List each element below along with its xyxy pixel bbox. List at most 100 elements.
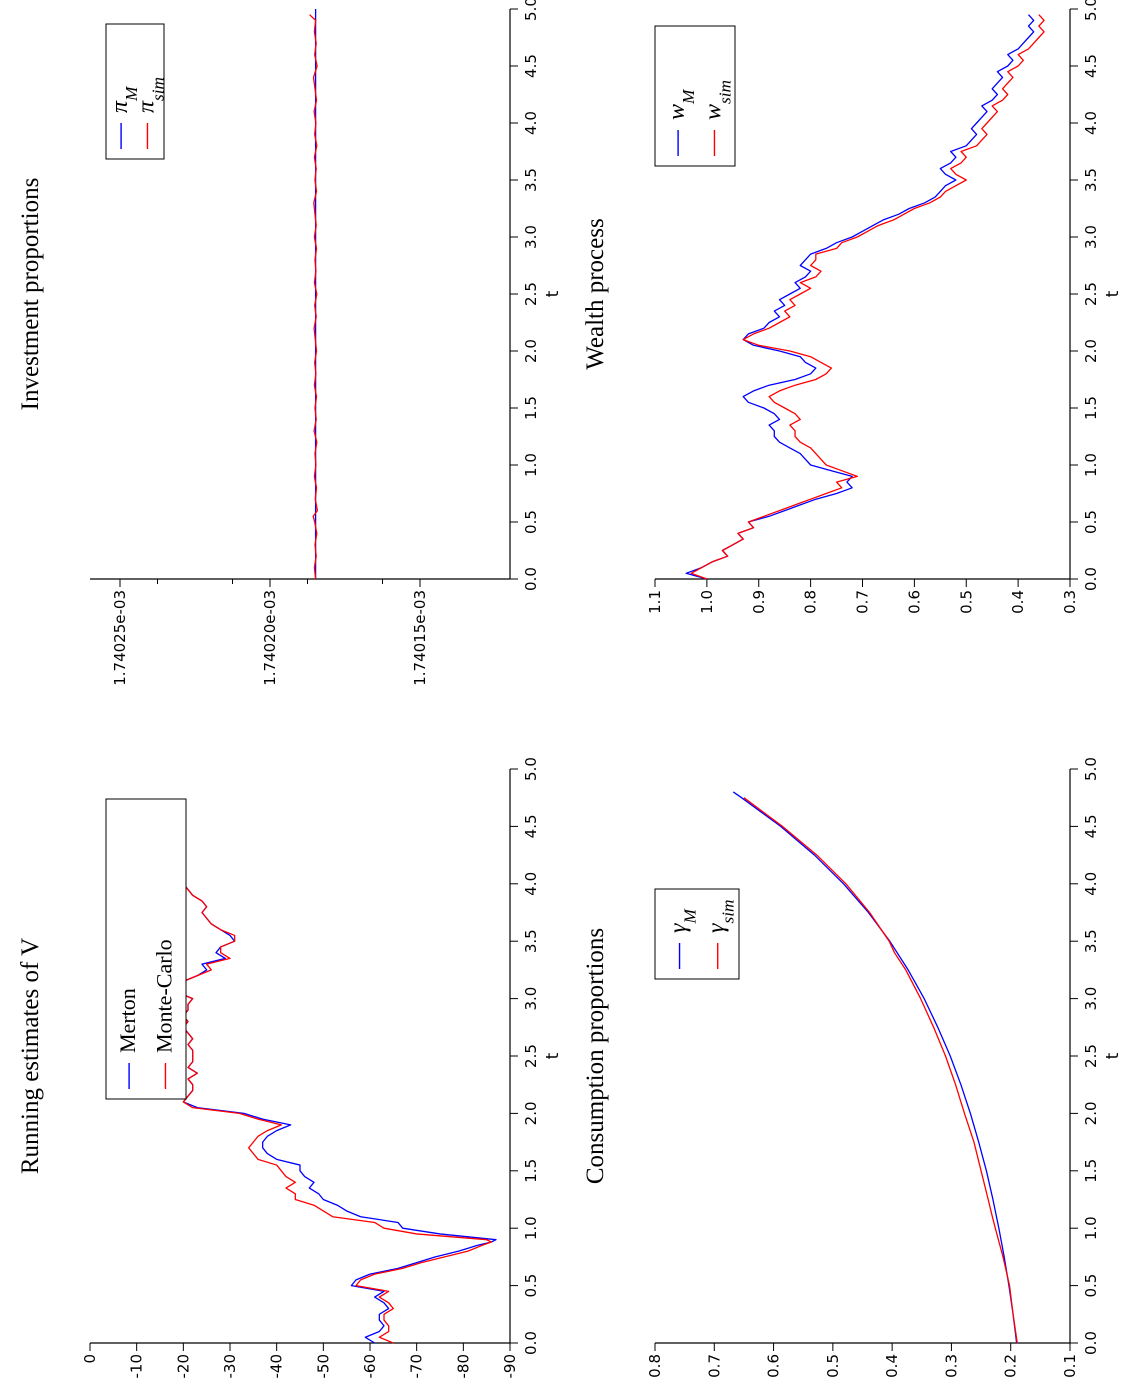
y-tick-label: -30 bbox=[221, 1354, 239, 1379]
y-tick-label: 0.9 bbox=[750, 590, 768, 614]
x-tick-label: 0.0 bbox=[1082, 567, 1100, 591]
x-tick-label: 2.0 bbox=[522, 1101, 540, 1125]
x-tick-label: 2.5 bbox=[522, 1044, 540, 1068]
series-line-value-0 bbox=[178, 883, 497, 1344]
legend-box bbox=[105, 798, 187, 1100]
x-axis-label: t bbox=[1103, 1052, 1123, 1059]
series-line-consumption-0 bbox=[732, 791, 1018, 1344]
x-tick-label: 5.0 bbox=[1082, 0, 1100, 21]
x-tick-label: 1.5 bbox=[522, 1159, 540, 1183]
x-tick-label: 2.0 bbox=[522, 339, 540, 363]
chart-title-wealth: Wealth process bbox=[582, 218, 609, 369]
x-tick-label: 1.0 bbox=[1082, 1216, 1100, 1240]
x-tick-label: 1.0 bbox=[522, 1216, 540, 1240]
y-tick-label: 1.74020e-03 bbox=[261, 590, 279, 686]
x-tick-label: 4.5 bbox=[1082, 54, 1100, 78]
y-tick-label: 0.7 bbox=[854, 590, 872, 614]
rotated-figure: Running estimates of V 0.0 0.5 1.0 1.5 2.0 2.5… bbox=[17, 0, 1123, 1379]
x-tick-label: 1.0 bbox=[522, 453, 540, 477]
series-line-investment-1 bbox=[309, 14, 319, 580]
x-tick-label: 3.0 bbox=[1082, 225, 1100, 249]
x-tick-label: 4.5 bbox=[522, 54, 540, 78]
x-tick-label: 5.0 bbox=[1082, 757, 1100, 781]
y-tick-label: -50 bbox=[314, 1354, 332, 1379]
y-tick-label: -20 bbox=[174, 1354, 192, 1379]
x-tick-label: 3.5 bbox=[1082, 929, 1100, 953]
x-tick-label: 3.0 bbox=[1082, 987, 1100, 1011]
x-tick-label: 0.0 bbox=[522, 1331, 540, 1355]
y-tick-label: 0.3 bbox=[1061, 590, 1079, 614]
y-tick-label: -90 bbox=[501, 1354, 519, 1379]
x-axis-label: t bbox=[543, 290, 563, 297]
x-tick-label: 4.5 bbox=[522, 814, 540, 838]
chart-title-value: Running estimates of V bbox=[17, 938, 44, 1174]
legend-label: wM bbox=[664, 88, 698, 120]
x-tick-label: 4.0 bbox=[1082, 872, 1100, 896]
x-axis-label: t bbox=[543, 1052, 563, 1059]
x-tick-label: 1.5 bbox=[522, 396, 540, 420]
series-line-wealth-0 bbox=[685, 14, 1035, 580]
x-tick-label: 4.5 bbox=[1082, 814, 1100, 838]
y-tick-label: 1.0 bbox=[698, 590, 716, 614]
legend-label: γM bbox=[666, 908, 700, 933]
x-tick-label: 3.5 bbox=[1082, 168, 1100, 192]
x-tick-label: 3.5 bbox=[522, 929, 540, 953]
series-line-value-1 bbox=[178, 883, 492, 1344]
legend-label: Monte-Carlo bbox=[151, 939, 176, 1053]
x-tick-label: 2.5 bbox=[1082, 1044, 1100, 1068]
y-tick-label: 0.4 bbox=[1009, 590, 1027, 614]
x-tick-label: 0.5 bbox=[522, 1274, 540, 1298]
chart-consumption: Consumption proportions 0.0 0.5 1.0 1.5 2.0 2.… bbox=[582, 757, 1123, 1378]
x-tick-label: 2.5 bbox=[1082, 282, 1100, 306]
chart-investment: Investment proportions 0.0 0.5 1.0 1.5 2.0 2.5… bbox=[17, 0, 563, 686]
series-line-wealth-1 bbox=[690, 14, 1045, 580]
y-tick-label: -70 bbox=[408, 1354, 426, 1379]
legend-value: Merton Monte-Carlo bbox=[105, 798, 187, 1100]
legend-label: πsim bbox=[133, 77, 167, 113]
y-tick-label: 1.1 bbox=[646, 590, 664, 614]
y-tick-label: -40 bbox=[268, 1354, 286, 1379]
y-tick-label: -60 bbox=[361, 1354, 379, 1379]
x-tick-label: 0.0 bbox=[1082, 1331, 1100, 1355]
y-tick-label: 1.74015e-03 bbox=[411, 590, 429, 686]
x-tick-label: 1.0 bbox=[1082, 453, 1100, 477]
chart-wealth: Wealth process 0.0 0.5 1.0 1.5 2.0 2.5 3.0 3.5 4.… bbox=[582, 0, 1123, 614]
x-tick-label: 0.5 bbox=[1082, 1274, 1100, 1298]
x-tick-label: 4.0 bbox=[522, 111, 540, 135]
chart-title-investment: Investment proportions bbox=[17, 178, 44, 411]
x-tick-label: 0.5 bbox=[1082, 510, 1100, 534]
y-tick-label: 1.74025e-03 bbox=[111, 590, 129, 686]
y-tick-label: 0.4 bbox=[883, 1354, 901, 1378]
chart-title-consumption: Consumption proportions bbox=[582, 928, 609, 1184]
y-tick-label: 0 bbox=[81, 1354, 99, 1364]
x-tick-label: 0.0 bbox=[522, 567, 540, 591]
legend-label: Merton bbox=[115, 988, 140, 1053]
y-tick-label: 0.7 bbox=[705, 1354, 723, 1378]
y-tick-label: 0.6 bbox=[765, 1354, 783, 1378]
x-tick-label: 4.0 bbox=[1082, 111, 1100, 135]
chart-value: Running estimates of V 0.0 0.5 1.0 1.5 2.0 2.5… bbox=[17, 757, 563, 1378]
y-tick-label: 0.5 bbox=[957, 590, 975, 614]
series-line-consumption-1 bbox=[743, 797, 1018, 1344]
y-tick-label: -80 bbox=[454, 1354, 472, 1379]
y-tick-label: 0.1 bbox=[1061, 1354, 1079, 1378]
y-tick-label: 0.8 bbox=[802, 590, 820, 614]
x-tick-label: 0.5 bbox=[522, 510, 540, 534]
x-tick-label: 3.0 bbox=[522, 225, 540, 249]
y-tick-label: 0.3 bbox=[942, 1354, 960, 1378]
x-tick-label: 4.0 bbox=[522, 872, 540, 896]
y-tick-label: 0.8 bbox=[646, 1354, 664, 1378]
x-tick-label: 2.0 bbox=[1082, 1101, 1100, 1125]
x-axis-label: t bbox=[1103, 290, 1123, 297]
x-tick-label: 1.5 bbox=[1082, 396, 1100, 420]
y-tick-label: 0.2 bbox=[1002, 1354, 1020, 1378]
x-tick-label: 5.0 bbox=[522, 0, 540, 21]
y-tick-label: 0.5 bbox=[824, 1354, 842, 1378]
x-tick-label: 3.5 bbox=[522, 168, 540, 192]
x-tick-label: 2.0 bbox=[1082, 339, 1100, 363]
y-tick-label: -10 bbox=[128, 1354, 146, 1379]
legend-label: πM bbox=[107, 85, 141, 113]
y-tick-label: 0.6 bbox=[905, 590, 923, 614]
